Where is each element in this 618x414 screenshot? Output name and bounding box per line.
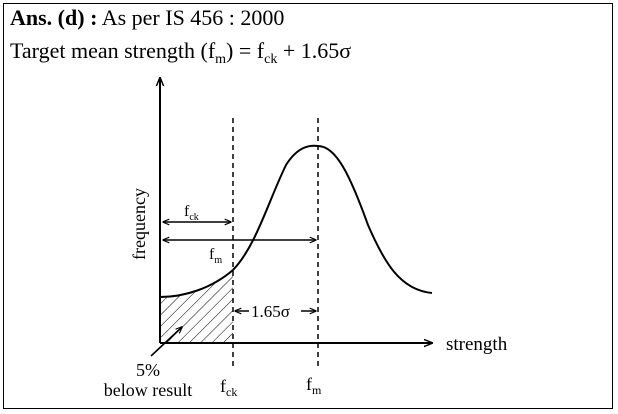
target-mean-formula: Target mean strength (fm) = fck + 1.65σ — [10, 38, 352, 67]
tail-pointer-arrow — [150, 327, 182, 357]
below-result-label: below result — [104, 380, 192, 400]
answer-heading: Ans. (d) : As per IS 456 : 2000 — [10, 5, 284, 31]
sigma-label-bg — [249, 300, 301, 320]
percent-label: 5% — [136, 360, 160, 380]
y-axis-label: frequency — [129, 188, 149, 260]
answer-label: Ans. (d) : — [10, 5, 98, 30]
fm-tick-label: fm — [306, 374, 322, 397]
fck-tick-label: fck — [220, 376, 237, 399]
sigma-label: 1.65σ — [251, 302, 290, 321]
fm-arrow-label: fm — [209, 246, 222, 266]
fck-arrow-label: fck — [184, 203, 199, 223]
x-axis-label: strength — [446, 334, 508, 355]
normal-distribution-curve — [159, 144, 433, 298]
hatched-tail-region — [160, 270, 233, 343]
answer-box — [3, 3, 613, 409]
answer-reference: As per IS 456 : 2000 — [101, 5, 285, 30]
